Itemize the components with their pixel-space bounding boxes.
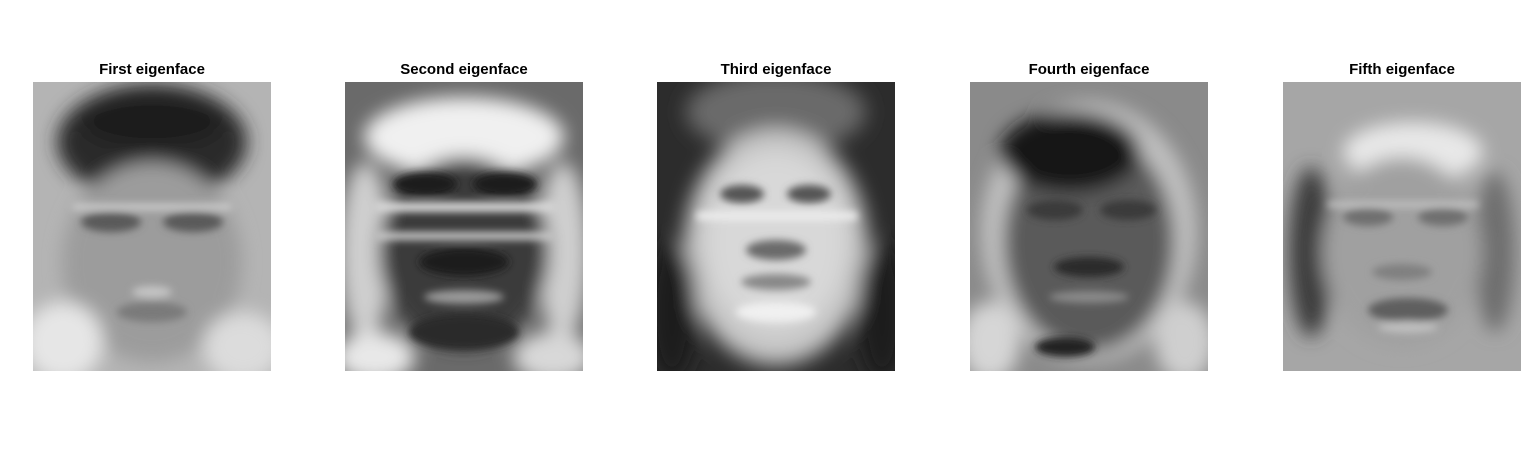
eigenface-panel-5: Fifth eigenface (1283, 58, 1521, 371)
eigenface-image-3 (657, 82, 895, 371)
panel-title: Fifth eigenface (1349, 61, 1455, 78)
panel-title: First eigenface (99, 61, 205, 78)
panel-title: Second eigenface (400, 61, 528, 78)
eigenface-image-1 (33, 82, 271, 371)
eigenface-image-2 (345, 82, 583, 371)
eigenface-panel-3: Third eigenface (657, 58, 895, 371)
eigenface-panel-4: Fourth eigenface (970, 58, 1208, 371)
eigenface-panel-2: Second eigenface (345, 58, 583, 371)
eigenface-image-5 (1283, 82, 1521, 371)
eigenface-image-4 (970, 82, 1208, 371)
eigenface-panel-1: First eigenface (33, 58, 271, 371)
panel-title: Third eigenface (720, 61, 832, 78)
panel-title: Fourth eigenface (1028, 61, 1150, 78)
